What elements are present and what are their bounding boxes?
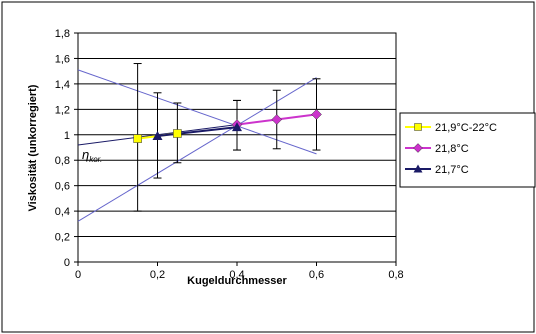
x-tick-label: 0,2 <box>150 269 165 281</box>
data-markers <box>133 109 322 143</box>
y-tick-label: 1,2 <box>55 104 70 116</box>
y-axis-ticks: 0 0,2 0,4 0,6 0,8 1 1,2 1,4 1,6 1,8 <box>55 28 78 269</box>
data-point-square <box>414 123 422 131</box>
series-line <box>157 126 238 138</box>
data-point-square <box>133 134 142 143</box>
data-point-square <box>173 129 182 138</box>
y-tick-label: 0,8 <box>55 155 70 167</box>
annotation-symbol: η <box>82 147 89 162</box>
legend-box <box>399 112 536 188</box>
data-point-diamond <box>271 114 283 125</box>
y-tick-label: 1,8 <box>55 28 70 40</box>
legend-label: 21,7°C <box>435 164 469 176</box>
annotation-subscript: kor. <box>89 155 102 164</box>
x-axis-ticks: 0 0,2 0,4 0,6 0,8 <box>75 262 404 281</box>
x-axis-title: Kugeldurchmesser <box>187 275 287 287</box>
data-point-triangle <box>152 131 163 141</box>
x-tick-label: 0,6 <box>309 269 324 281</box>
data-point-diamond <box>413 143 423 153</box>
y-tick-label: 1 <box>64 130 70 142</box>
x-tick-label: 0 <box>75 269 81 281</box>
data-point-triangle <box>232 122 242 132</box>
data-point-diamond <box>311 109 322 120</box>
y-tick-label: 0 <box>64 257 70 269</box>
data-point-triangle <box>413 164 423 173</box>
legend-label: 21,9°C-22°C <box>435 122 497 134</box>
x-tick-label: 0,8 <box>388 269 403 281</box>
y-tick-label: 0,4 <box>55 206 70 218</box>
annotation-eta-kor: ηkor. <box>82 147 102 164</box>
legend: 21,9°C-22°C 21,8°C 21,7°C <box>405 122 497 176</box>
y-tick-label: 0,2 <box>55 232 70 244</box>
legend-label: 21,8°C <box>435 143 469 155</box>
y-tick-label: 1,4 <box>55 79 70 91</box>
x-tick-label: 0,4 <box>229 269 244 281</box>
y-axis-title: Viskosität (unkorregiert) <box>27 84 39 211</box>
y-tick-label: 1,6 <box>55 53 70 65</box>
y-tick-label: 0,6 <box>55 181 70 193</box>
